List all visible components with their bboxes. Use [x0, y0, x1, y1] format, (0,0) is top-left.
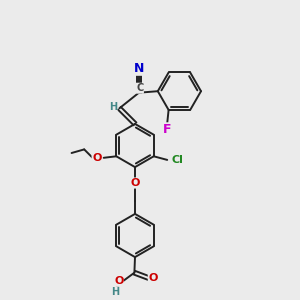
Text: O: O — [130, 178, 140, 188]
Text: F: F — [163, 123, 171, 136]
Text: H: H — [111, 287, 119, 297]
Text: O: O — [114, 276, 124, 286]
Text: O: O — [148, 273, 158, 283]
Text: N: N — [134, 62, 144, 75]
Text: H: H — [109, 101, 117, 112]
Text: Cl: Cl — [171, 155, 183, 165]
Text: O: O — [92, 153, 101, 163]
Text: C: C — [136, 83, 143, 93]
